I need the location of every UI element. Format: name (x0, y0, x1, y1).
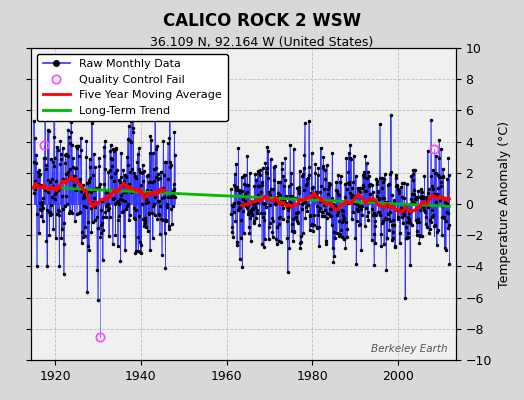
Legend: Raw Monthly Data, Quality Control Fail, Five Year Moving Average, Long-Term Tren: Raw Monthly Data, Quality Control Fail, … (37, 54, 227, 121)
Text: CALICO ROCK 2 WSW: CALICO ROCK 2 WSW (163, 12, 361, 30)
Text: 36.109 N, 92.164 W (United States): 36.109 N, 92.164 W (United States) (150, 36, 374, 49)
Y-axis label: Temperature Anomaly (°C): Temperature Anomaly (°C) (497, 120, 510, 288)
Text: Berkeley Earth: Berkeley Earth (371, 344, 447, 354)
